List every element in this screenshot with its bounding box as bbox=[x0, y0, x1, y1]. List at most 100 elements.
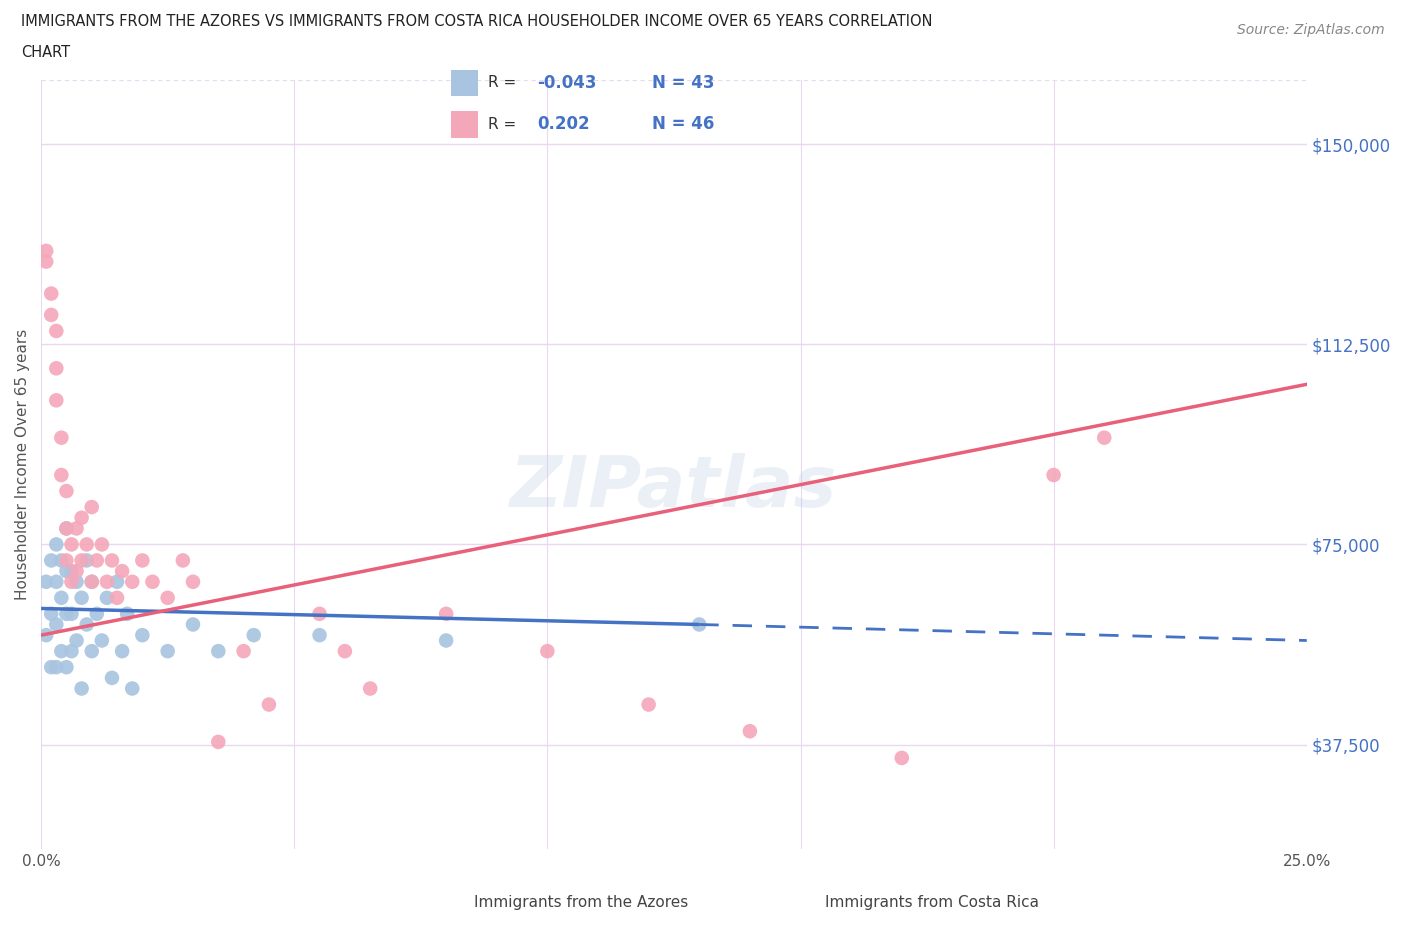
Point bbox=[35, 254, 58, 269]
Point bbox=[76, 553, 98, 568]
Point bbox=[105, 591, 128, 605]
Point bbox=[55, 521, 77, 536]
Text: Immigrants from Costa Rica: Immigrants from Costa Rica bbox=[825, 895, 1039, 910]
Point bbox=[39, 553, 62, 568]
Point bbox=[1042, 468, 1064, 483]
Point bbox=[101, 553, 124, 568]
Point bbox=[359, 681, 381, 696]
Point bbox=[257, 698, 280, 712]
Point bbox=[65, 564, 87, 578]
Y-axis label: Householder Income Over 65 years: Householder Income Over 65 years bbox=[15, 328, 30, 600]
Point bbox=[131, 628, 153, 643]
Point bbox=[111, 564, 134, 578]
Point bbox=[80, 575, 103, 590]
Point bbox=[55, 521, 77, 536]
Point bbox=[101, 671, 124, 685]
Point bbox=[96, 575, 118, 590]
Point bbox=[80, 499, 103, 514]
Point bbox=[39, 606, 62, 621]
Point bbox=[121, 681, 143, 696]
Point bbox=[207, 644, 229, 658]
Point bbox=[80, 644, 103, 658]
Point bbox=[65, 575, 87, 590]
Point bbox=[121, 575, 143, 590]
Text: N = 46: N = 46 bbox=[652, 115, 714, 133]
Point bbox=[70, 553, 93, 568]
Point bbox=[738, 724, 761, 738]
Point bbox=[156, 591, 179, 605]
Point bbox=[172, 553, 194, 568]
Point bbox=[35, 575, 58, 590]
Text: CHART: CHART bbox=[21, 45, 70, 60]
Point bbox=[65, 521, 87, 536]
Point bbox=[232, 644, 254, 658]
Point bbox=[60, 537, 83, 551]
Point bbox=[86, 606, 108, 621]
Point bbox=[45, 659, 67, 674]
Text: Immigrants from the Azores: Immigrants from the Azores bbox=[474, 895, 688, 910]
Point bbox=[45, 324, 67, 339]
Text: Source: ZipAtlas.com: Source: ZipAtlas.com bbox=[1237, 23, 1385, 37]
Point bbox=[51, 644, 73, 658]
Point bbox=[90, 633, 112, 648]
Text: ZIPatlas: ZIPatlas bbox=[510, 453, 838, 522]
Point bbox=[434, 633, 457, 648]
Point bbox=[35, 244, 58, 259]
Point bbox=[45, 361, 67, 376]
Point bbox=[45, 392, 67, 407]
Point bbox=[55, 606, 77, 621]
Point bbox=[70, 511, 93, 525]
Point bbox=[308, 628, 330, 643]
Point bbox=[96, 591, 118, 605]
Point bbox=[51, 553, 73, 568]
Point bbox=[688, 617, 710, 631]
Point bbox=[55, 553, 77, 568]
Point bbox=[76, 537, 98, 551]
Point bbox=[70, 591, 93, 605]
Point bbox=[45, 617, 67, 631]
Point bbox=[308, 606, 330, 621]
Point bbox=[86, 553, 108, 568]
Point bbox=[105, 575, 128, 590]
Point bbox=[65, 633, 87, 648]
Point bbox=[45, 575, 67, 590]
Point bbox=[55, 659, 77, 674]
Point bbox=[80, 575, 103, 590]
Point bbox=[242, 628, 264, 643]
Point bbox=[45, 537, 67, 551]
Text: N = 43: N = 43 bbox=[652, 73, 714, 92]
Text: R =: R = bbox=[488, 117, 526, 132]
Point bbox=[39, 659, 62, 674]
Point bbox=[55, 564, 77, 578]
Point bbox=[1092, 431, 1115, 445]
Point bbox=[76, 617, 98, 631]
Point bbox=[70, 681, 93, 696]
Point bbox=[90, 537, 112, 551]
Point bbox=[181, 617, 204, 631]
Point bbox=[890, 751, 912, 765]
Point bbox=[51, 468, 73, 483]
Point bbox=[51, 431, 73, 445]
Point bbox=[55, 484, 77, 498]
Text: R =: R = bbox=[488, 75, 522, 90]
Point bbox=[207, 735, 229, 750]
Point bbox=[637, 698, 659, 712]
Point bbox=[181, 575, 204, 590]
Point bbox=[156, 644, 179, 658]
Point bbox=[60, 575, 83, 590]
Point bbox=[141, 575, 163, 590]
Text: -0.043: -0.043 bbox=[537, 73, 598, 92]
Point bbox=[536, 644, 558, 658]
Point bbox=[39, 308, 62, 323]
Point bbox=[131, 553, 153, 568]
Point bbox=[35, 628, 58, 643]
Point bbox=[115, 606, 138, 621]
Text: IMMIGRANTS FROM THE AZORES VS IMMIGRANTS FROM COSTA RICA HOUSEHOLDER INCOME OVER: IMMIGRANTS FROM THE AZORES VS IMMIGRANTS… bbox=[21, 14, 932, 29]
Point bbox=[333, 644, 356, 658]
Point bbox=[60, 644, 83, 658]
FancyBboxPatch shape bbox=[451, 111, 478, 138]
Point bbox=[60, 606, 83, 621]
Point bbox=[111, 644, 134, 658]
FancyBboxPatch shape bbox=[451, 70, 478, 97]
Point bbox=[51, 591, 73, 605]
